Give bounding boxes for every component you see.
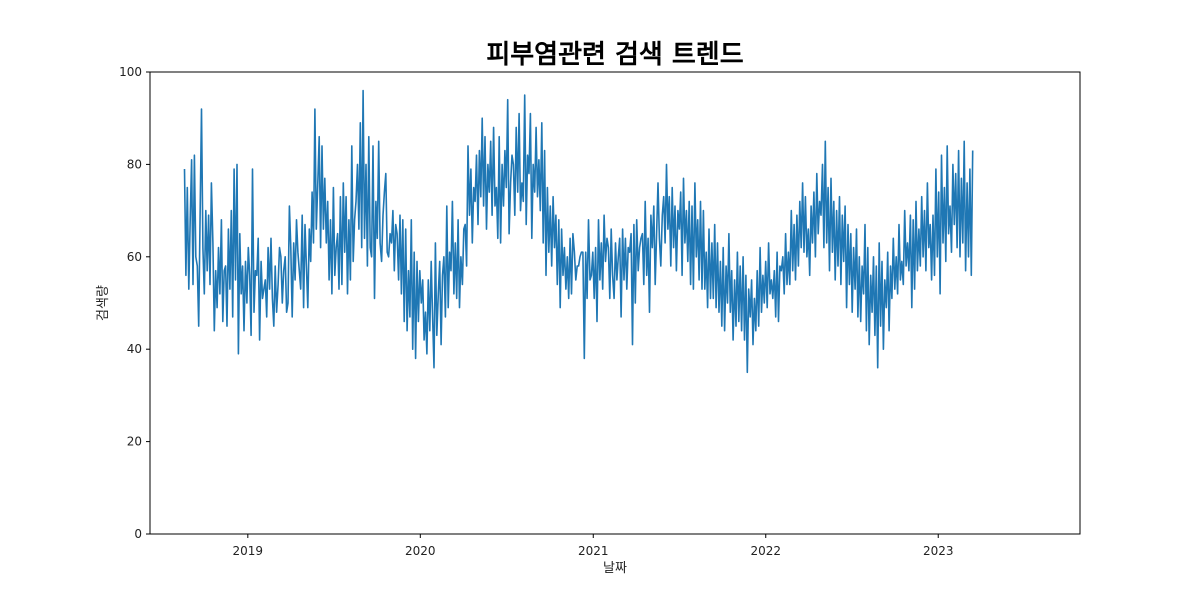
y-tick-label: 100 bbox=[119, 65, 142, 79]
x-tick-label: 2022 bbox=[750, 544, 781, 558]
x-tick-label: 2021 bbox=[578, 544, 609, 558]
plot-frame bbox=[149, 71, 1081, 535]
y-tick-label: 20 bbox=[127, 435, 142, 449]
x-tick-label: 2019 bbox=[233, 544, 264, 558]
plot-area bbox=[149, 71, 1081, 535]
x-axis-label: 날짜 bbox=[603, 561, 627, 576]
y-tick-label: 0 bbox=[134, 527, 142, 541]
y-axis-label: 검색량 bbox=[96, 285, 111, 321]
y-tick-label: 40 bbox=[127, 342, 142, 356]
series-line bbox=[183, 89, 974, 374]
y-tick-label: 80 bbox=[127, 157, 142, 171]
y-axis: 0 20 40 60 80 100 bbox=[119, 65, 150, 541]
x-tick-label: 2020 bbox=[405, 544, 436, 558]
x-axis: 2019 2020 2021 2022 2023 bbox=[233, 534, 954, 558]
x-tick-label: 2023 bbox=[923, 544, 954, 558]
chart-title: 피부염관련 검색 트렌드 bbox=[486, 40, 743, 70]
y-tick-label: 60 bbox=[127, 250, 142, 264]
